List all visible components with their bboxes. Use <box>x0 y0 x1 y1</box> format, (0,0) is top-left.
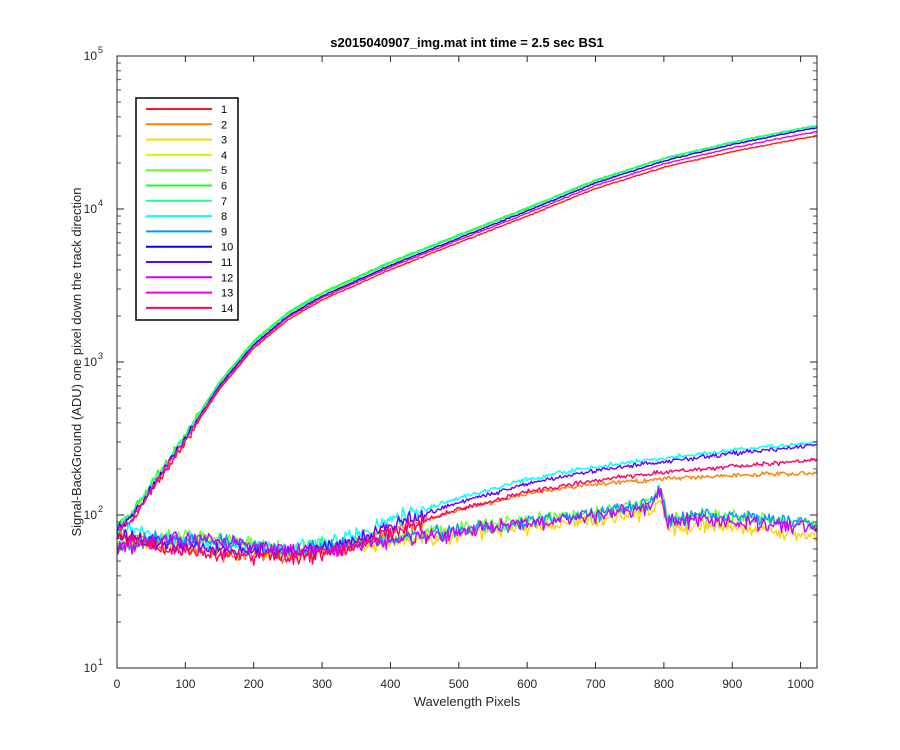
series-line-1 <box>117 135 817 532</box>
x-tick-label: 100 <box>175 677 195 691</box>
x-tick-label: 1000 <box>787 677 814 691</box>
x-tick-label: 600 <box>517 677 537 691</box>
x-tick-label: 300 <box>312 677 332 691</box>
legend-box <box>135 97 239 321</box>
legend-label-8: 8 <box>221 211 227 223</box>
y-tick-label-exponent: 1 <box>98 657 103 667</box>
y-tick-label-exponent: 3 <box>98 351 103 361</box>
y-tick-label-base: 10 <box>84 355 98 369</box>
legend-label-2: 2 <box>221 119 227 131</box>
y-tick-label-base: 10 <box>84 508 98 522</box>
legend-label-1: 1 <box>221 104 227 116</box>
legend-label-7: 7 <box>221 196 227 208</box>
legend-label-9: 9 <box>221 226 227 238</box>
series-line-12 <box>117 488 817 559</box>
y-tick-label-exponent: 4 <box>98 198 103 208</box>
x-tick-label: 0 <box>114 677 121 691</box>
series-line-14 <box>117 457 817 566</box>
x-tick-label: 200 <box>244 677 264 691</box>
x-tick-label: 400 <box>380 677 400 691</box>
legend-label-3: 3 <box>221 135 227 147</box>
y-tick-label-base: 10 <box>84 661 98 675</box>
legend-label-5: 5 <box>221 165 227 177</box>
legend-label-11: 11 <box>221 257 232 269</box>
legend-label-4: 4 <box>221 150 227 162</box>
series-line-11 <box>117 443 817 559</box>
legend-label-6: 6 <box>221 181 227 193</box>
x-tick-label: 500 <box>449 677 469 691</box>
y-axis-label: Signal-BackGround (ADU) one pixel down t… <box>69 187 84 536</box>
x-tick-label: 800 <box>654 677 674 691</box>
legend-label-10: 10 <box>221 242 233 254</box>
x-tick-label: 900 <box>722 677 742 691</box>
series-layer <box>117 124 817 566</box>
y-tick-label-exponent: 5 <box>98 45 103 55</box>
x-tick-label: 700 <box>586 677 606 691</box>
legend-label-13: 13 <box>221 288 233 300</box>
series-line-10 <box>117 126 817 532</box>
series-line-13 <box>117 130 817 531</box>
legend-label-14: 14 <box>221 303 233 315</box>
y-tick-label-base: 10 <box>84 49 98 63</box>
y-tick-label-exponent: 2 <box>98 504 103 514</box>
y-tick-label-base: 10 <box>84 202 98 216</box>
series-line-7 <box>117 125 817 529</box>
chart-title: s2015040907_img.mat int time = 2.5 sec B… <box>330 35 604 50</box>
legend-label-12: 12 <box>221 272 233 284</box>
x-axis: 0 100 200 300 400 500 600 700 800 900 1000 <box>114 56 814 691</box>
x-axis-label: Wavelength Pixels <box>414 694 521 709</box>
